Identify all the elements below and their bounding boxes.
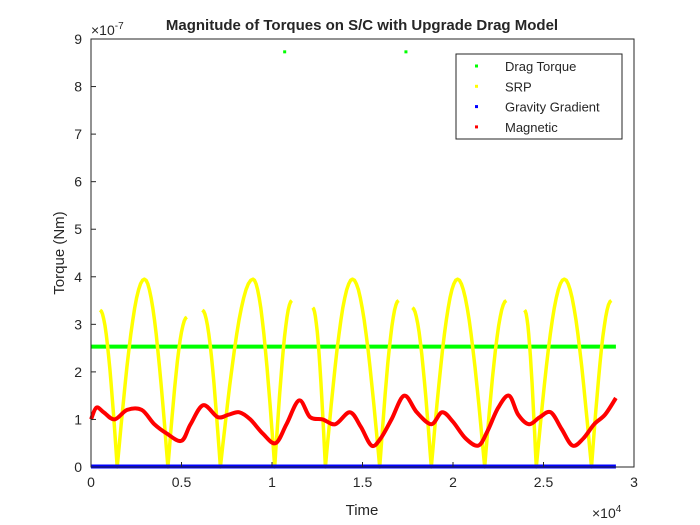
y-axis-ticks: 0 1 2 3 4 5 6 7 8 9 <box>74 31 96 475</box>
x-axis-ticks: 0 0.5 1 1.5 2 2.5 3 <box>87 462 638 490</box>
y-tick-label: 5 <box>74 221 82 237</box>
series-line <box>311 277 400 469</box>
y-tick-label: 3 <box>74 316 82 332</box>
x-tick-label: 1 <box>268 474 276 490</box>
y-tick-label: 7 <box>74 126 82 142</box>
data-point <box>404 50 408 54</box>
chart-title: Magnitude of Torques on S/C with Upgrade… <box>166 17 558 34</box>
legend-marker <box>475 105 478 109</box>
x-tick-label: 0 <box>87 474 95 490</box>
legend-marker <box>475 64 478 68</box>
series-line <box>411 277 508 469</box>
legend-marker <box>475 125 478 129</box>
series-line <box>89 393 618 449</box>
y-tick-label: 8 <box>74 79 82 95</box>
y-tick-label: 2 <box>74 364 82 380</box>
series-line <box>523 277 613 469</box>
legend: Drag Torque SRP Gravity Gradient Magnetic <box>455 53 623 140</box>
data-point <box>283 50 287 54</box>
x-tick-label: 0.5 <box>172 474 192 490</box>
legend-label: Gravity Gradient <box>505 100 600 115</box>
series-srp <box>98 277 613 469</box>
x-axis-multiplier: ×104 <box>592 504 622 521</box>
x-tick-label: 1.5 <box>353 474 373 490</box>
legend-box <box>455 53 623 140</box>
y-tick-label: 6 <box>74 174 82 190</box>
x-tick-label: 3 <box>630 474 638 490</box>
y-tick-label: 0 <box>74 459 82 475</box>
x-tick-label: 2.5 <box>534 474 554 490</box>
y-tick-label: 1 <box>74 411 82 427</box>
x-axis-label: Time <box>346 502 379 519</box>
y-tick-label: 9 <box>74 31 82 47</box>
series-line <box>98 277 188 469</box>
y-tick-label: 4 <box>74 269 82 285</box>
y-axis-multiplier: ×10-7 <box>91 21 124 38</box>
legend-marker <box>475 84 478 88</box>
x-tick-label: 2 <box>449 474 457 490</box>
series-magnetic <box>89 393 618 449</box>
legend-label: Drag Torque <box>505 59 576 74</box>
series-line <box>201 277 294 469</box>
legend-label: Magnetic <box>505 120 558 135</box>
legend-label: SRP <box>505 79 532 94</box>
y-axis-label: Torque (Nm) <box>51 211 68 294</box>
